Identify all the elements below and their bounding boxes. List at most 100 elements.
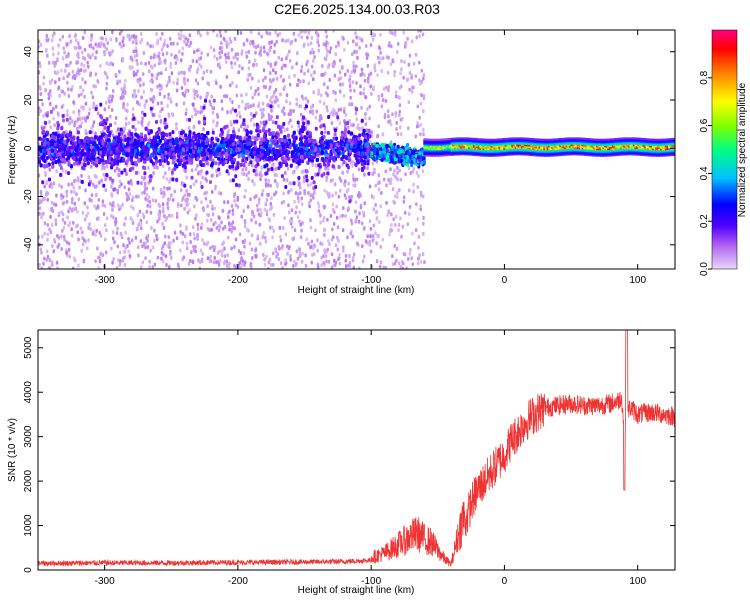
heatmap-cell [131,113,135,118]
heatmap-cell [158,57,161,62]
heatmap-cell [242,172,246,177]
heatmap-cell [395,190,399,195]
heatmap-cell [224,94,227,99]
heatmap-cell [39,247,42,252]
heatmap-cell [226,253,229,258]
heatmap-cell [81,50,84,55]
heatmap-cell [267,192,270,197]
heatmap-cell [185,107,188,112]
heatmap-cell [349,88,352,93]
heatmap-cell [218,51,221,56]
heatmap-cell [111,133,115,138]
heatmap-cell [393,69,397,74]
heatmap-cell [361,244,364,249]
heatmap-cell [309,41,313,46]
heatmap-cell [270,40,273,45]
heatmap-cell [110,192,113,197]
heatmap-cell [149,210,153,215]
heatmap-cell [419,122,423,127]
heatmap-cell [77,263,80,268]
heatmap-cell [380,191,383,195]
heatmap-cell [395,126,398,131]
heatmap-cell [47,60,51,65]
heatmap-cell [108,94,112,99]
heatmap-cell [240,124,243,129]
heatmap-cell [271,164,274,168]
heatmap-cell [77,112,81,117]
heatmap-cell [402,75,405,80]
heatmap-cell [140,181,143,186]
heatmap-cell [408,188,411,193]
heatmap-cell [259,170,262,175]
heatmap-cell [368,134,372,139]
heatmap-cell [253,122,256,127]
heatmap-cell [48,258,52,263]
heatmap-cell [43,184,46,189]
heatmap-cell [69,39,73,44]
heatmap-cell [368,104,371,109]
heatmap-cell [357,219,361,224]
heatmap-cell [210,173,214,178]
heatmap-cell [293,199,296,204]
heatmap-cell [196,48,199,53]
heatmap-cell [160,101,163,106]
heatmap-cell [233,226,236,231]
heatmap-cell [224,30,227,34]
heatmap-cell [379,244,382,249]
heatmap-cell [309,245,313,249]
heatmap-cell [241,66,244,71]
heatmap-cell [110,213,113,218]
heatmap-cell [81,230,84,235]
heatmap-cell [365,44,368,49]
heatmap-cell [147,195,151,200]
heatmap-cell [119,158,123,163]
heatmap-cell [289,112,292,116]
heatmap-cell [401,266,404,269]
heatmap-cell [174,61,178,66]
heatmap-cell [81,210,85,215]
heatmap-cell [309,198,313,203]
heatmap-cell [299,30,302,35]
heatmap-cell [145,193,149,197]
heatmap-cell [295,249,299,254]
heatmap-cell [39,108,42,113]
heatmap-cell [121,258,125,263]
heatmap-cell [355,215,359,220]
heatmap-cell [161,107,164,112]
heatmap-cell [164,234,167,239]
heatmap-cell [152,55,156,60]
heatmap-cell [351,80,355,85]
heatmap-cell [186,78,189,83]
heatmap-cell [295,205,298,210]
heatmap-cell [422,231,425,236]
heatmap-cell [163,94,166,99]
heatmap-cell [71,266,75,269]
heatmap-cell [329,214,333,218]
heatmap-cell [314,163,318,168]
heatmap-cell [91,231,95,236]
heatmap-cell [268,117,271,122]
heatmap-cell [195,213,198,218]
heatmap-cell [118,69,121,74]
heatmap-cell [184,111,188,116]
heatmap-cell [400,132,403,137]
heatmap-cell [385,183,388,188]
heatmap-cell [169,241,172,245]
heatmap-cell [80,163,83,167]
heatmap-cell [83,30,87,35]
heatmap-cell [185,175,188,180]
heatmap-cell [352,68,356,73]
heatmap-cell [67,63,70,68]
heatmap-cell [57,51,60,56]
heatmap-cell [289,254,292,259]
heatmap-cell [273,192,276,197]
heatmap-cell [366,234,369,239]
heatmap-cell [190,250,193,255]
heatmap-cell [216,33,219,38]
heatmap-cell [393,30,397,35]
heatmap-cell [42,261,45,266]
heatmap-cell [300,35,303,40]
heatmap-cell [270,205,273,210]
heatmap-cell [88,54,91,59]
